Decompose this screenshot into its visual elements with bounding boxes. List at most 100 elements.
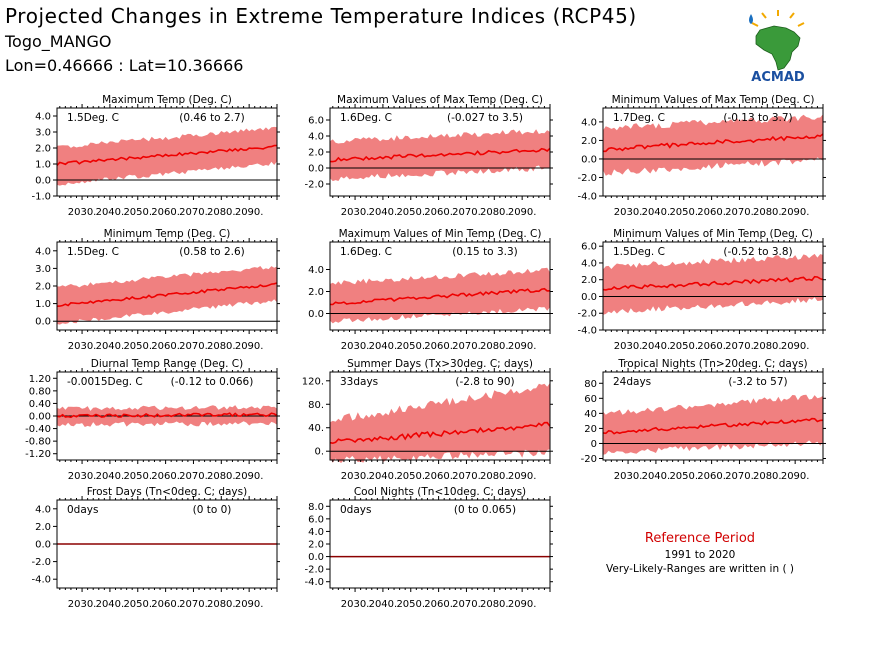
range-band	[330, 129, 550, 182]
chart-panel: 1.200.80 0.40 0.00-0.40 -0.80-1.20 2030. 2040…	[25, 358, 280, 482]
page-title: Projected Changes in Extreme Temperature…	[5, 4, 637, 28]
change-label: 0days	[340, 504, 371, 516]
reference-years: 1991 to 2020	[664, 549, 736, 561]
x-tick-label: 2080.	[207, 471, 236, 482]
y-tick-label: 2.0	[308, 287, 324, 298]
x-tick-label: 2070.	[179, 471, 208, 482]
y-tick-label: -0.40	[25, 424, 51, 435]
x-tick-label: 2090.	[508, 207, 537, 218]
plot-frame	[56, 107, 278, 197]
y-tick-label: 0	[591, 439, 597, 450]
x-tick-label: 2090.	[508, 341, 537, 352]
x-tick-label: 2030.	[68, 207, 97, 218]
y-tick-label: 6.0	[308, 116, 324, 127]
x-tick-label: 2050.	[396, 471, 425, 482]
change-label: 1.7Deg. C	[613, 112, 665, 124]
x-tick-label: 2080.	[480, 471, 509, 482]
x-tick-label: 2030.	[341, 341, 370, 352]
chart-title: Frost Days (Tn<0deg. C; days)	[87, 486, 247, 498]
range-band	[330, 382, 550, 463]
y-tick-label: 4.0	[581, 117, 597, 128]
x-tick-label: 2070.	[725, 471, 754, 482]
y-tick-label: 6.0	[308, 514, 324, 525]
y-tick-label: 4.0	[35, 246, 51, 257]
x-tick-label: 2070.	[179, 207, 208, 218]
reference-note: Very-Likely-Ranges are written in ( )	[606, 563, 794, 575]
y-tick-label: 0.0	[581, 154, 597, 165]
chart-panel: 4.0 2.0 0.0 -2.0 -4.0 2030. 2040. 2050. 2060. 207…	[577, 94, 826, 218]
range-label: (-0.12 to 0.066)	[171, 376, 254, 388]
x-tick-label: 2040.	[642, 341, 671, 352]
x-tick-label: 2060.	[151, 471, 180, 482]
y-tick-label: 120.	[302, 376, 324, 387]
x-tick-label: 2040.	[96, 471, 125, 482]
x-tick-label: 2050.	[396, 341, 425, 352]
range-label: (0.46 to 2.7)	[179, 112, 245, 124]
y-tick-label: 40.	[308, 423, 324, 434]
x-tick-label: 2080.	[480, 341, 509, 352]
chart-title: Diurnal Temp Range (Deg. C)	[91, 358, 243, 370]
x-tick-label: 2050.	[123, 471, 152, 482]
x-tick-label: 2070.	[452, 599, 481, 610]
x-tick-label: 2050.	[669, 341, 698, 352]
y-tick-label: 4.0	[308, 265, 324, 276]
y-tick-label: 1.20	[29, 374, 51, 385]
range-label: (-3.2 to 57)	[728, 376, 787, 388]
chart-panel: 4.0 3.0 2.0 1.0 0.0 2030. 2040. 2050. 2060. 2070.…	[35, 228, 280, 352]
y-tick-label: -4.0	[577, 326, 597, 337]
x-tick-label: 2040.	[642, 471, 671, 482]
chart-title: Minimum Temp (Deg. C)	[104, 228, 231, 240]
x-tick-label: 2030.	[341, 599, 370, 610]
chart-title: Tropical Nights (Tn>20deg. C; days)	[617, 358, 807, 370]
x-tick-label: 2090.	[508, 599, 537, 610]
plot-frame	[602, 241, 824, 331]
x-tick-label: 2070.	[179, 599, 208, 610]
y-tick-label: 2.0	[308, 148, 324, 159]
range-label: (0.15 to 3.3)	[452, 246, 518, 258]
x-tick-label: 2030.	[68, 599, 97, 610]
y-tick-label: 0.0	[35, 176, 51, 187]
range-band	[603, 114, 823, 176]
x-tick-label: 2090.	[781, 341, 810, 352]
y-tick-label: 0.80	[29, 386, 51, 397]
x-tick-label: 2090.	[235, 471, 264, 482]
x-tick-label: 2080.	[753, 471, 782, 482]
x-tick-label: 2050.	[123, 599, 152, 610]
y-tick-label: 0.00	[29, 412, 51, 423]
x-tick-label: 2050.	[123, 341, 152, 352]
y-tick-label: -2.0	[304, 180, 324, 191]
chart-title: Minimum Values of Max Temp (Deg. C)	[612, 94, 815, 106]
y-tick-label: 80.	[308, 400, 324, 411]
y-tick-label: 0.0	[35, 317, 51, 328]
y-tick-label: 0.0	[308, 552, 324, 563]
chart-title: Maximum Values of Max Temp (Deg. C)	[337, 94, 543, 106]
y-tick-label: 6.0	[581, 242, 597, 253]
plot-frame	[602, 107, 824, 197]
x-tick-label: 2090.	[781, 207, 810, 218]
y-tick-label: -2.0	[304, 565, 324, 576]
x-tick-label: 2080.	[753, 207, 782, 218]
x-tick-label: 2070.	[452, 207, 481, 218]
reference-title: Reference Period	[644, 531, 756, 546]
change-label: 1.6Deg. C	[340, 112, 392, 124]
y-tick-label: 60	[584, 394, 597, 405]
x-tick-label: 2050.	[669, 207, 698, 218]
chart-title: Summer Days (Tx>30deg. C; days)	[347, 358, 533, 370]
median-line	[329, 287, 551, 306]
x-tick-label: 2040.	[96, 341, 125, 352]
plot-frame	[602, 371, 824, 461]
x-tick-label: 2070.	[725, 341, 754, 352]
y-tick-label: 1.0	[35, 160, 51, 171]
change-label: 0days	[67, 504, 98, 516]
range-label: (0 to 0.065)	[454, 504, 516, 516]
x-tick-label: 2080.	[207, 599, 236, 610]
x-tick-label: 2090.	[508, 471, 537, 482]
range-label: (-0.13 to 3.7)	[723, 112, 792, 124]
change-label: 1.5Deg. C	[613, 246, 665, 258]
y-tick-label: 40	[584, 409, 597, 420]
africa-map-logo: ACMAD	[749, 10, 805, 84]
chart-title: Minimum Values of Min Temp (Deg. C)	[613, 228, 813, 240]
x-tick-label: 2090.	[781, 471, 810, 482]
